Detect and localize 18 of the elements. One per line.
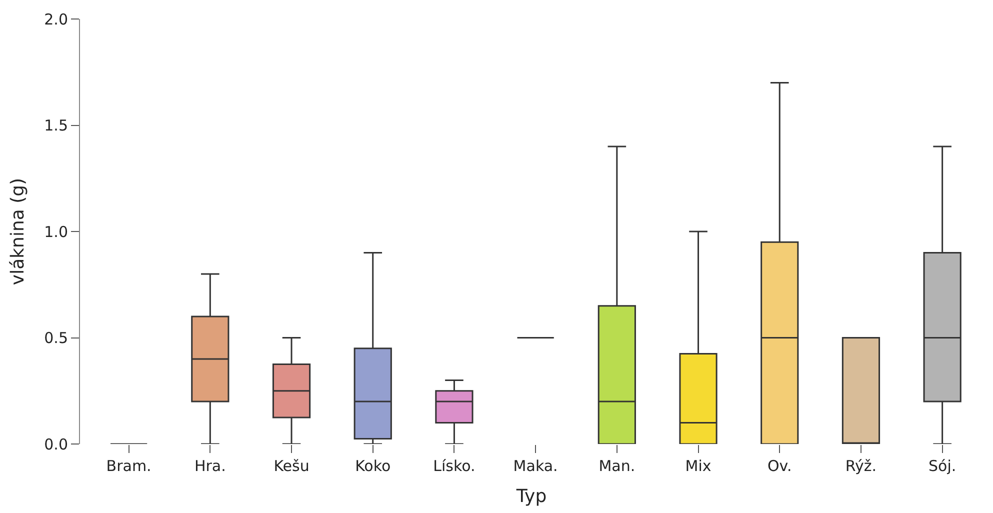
x-tick-label: Maka. — [513, 457, 558, 475]
y-tick-label: 2.0 — [44, 10, 68, 28]
y-tick-label: 0.0 — [44, 435, 68, 454]
x-tick-label: Mix — [685, 457, 712, 475]
x-tick-label: Kešu — [274, 457, 310, 475]
y-tick-label: 1.5 — [44, 116, 68, 134]
x-tick-label: Ov. — [767, 457, 792, 475]
x-tick-label: Rýž. — [845, 457, 877, 475]
x-tick-label: Lísko. — [433, 457, 476, 475]
x-tick-label: Man. — [598, 457, 636, 475]
y-tick-label: 0.5 — [44, 329, 68, 347]
y-axis-title: vláknina (g) — [7, 178, 28, 286]
x-tick-label: Koko — [355, 457, 391, 475]
x-tick-label: Hra. — [194, 457, 226, 475]
x-axis-title: Typ — [515, 486, 547, 508]
x-tick-label: Sój. — [928, 457, 956, 475]
y-tick-label: 1.0 — [44, 222, 68, 241]
x-tick-label: Bram. — [106, 457, 152, 475]
